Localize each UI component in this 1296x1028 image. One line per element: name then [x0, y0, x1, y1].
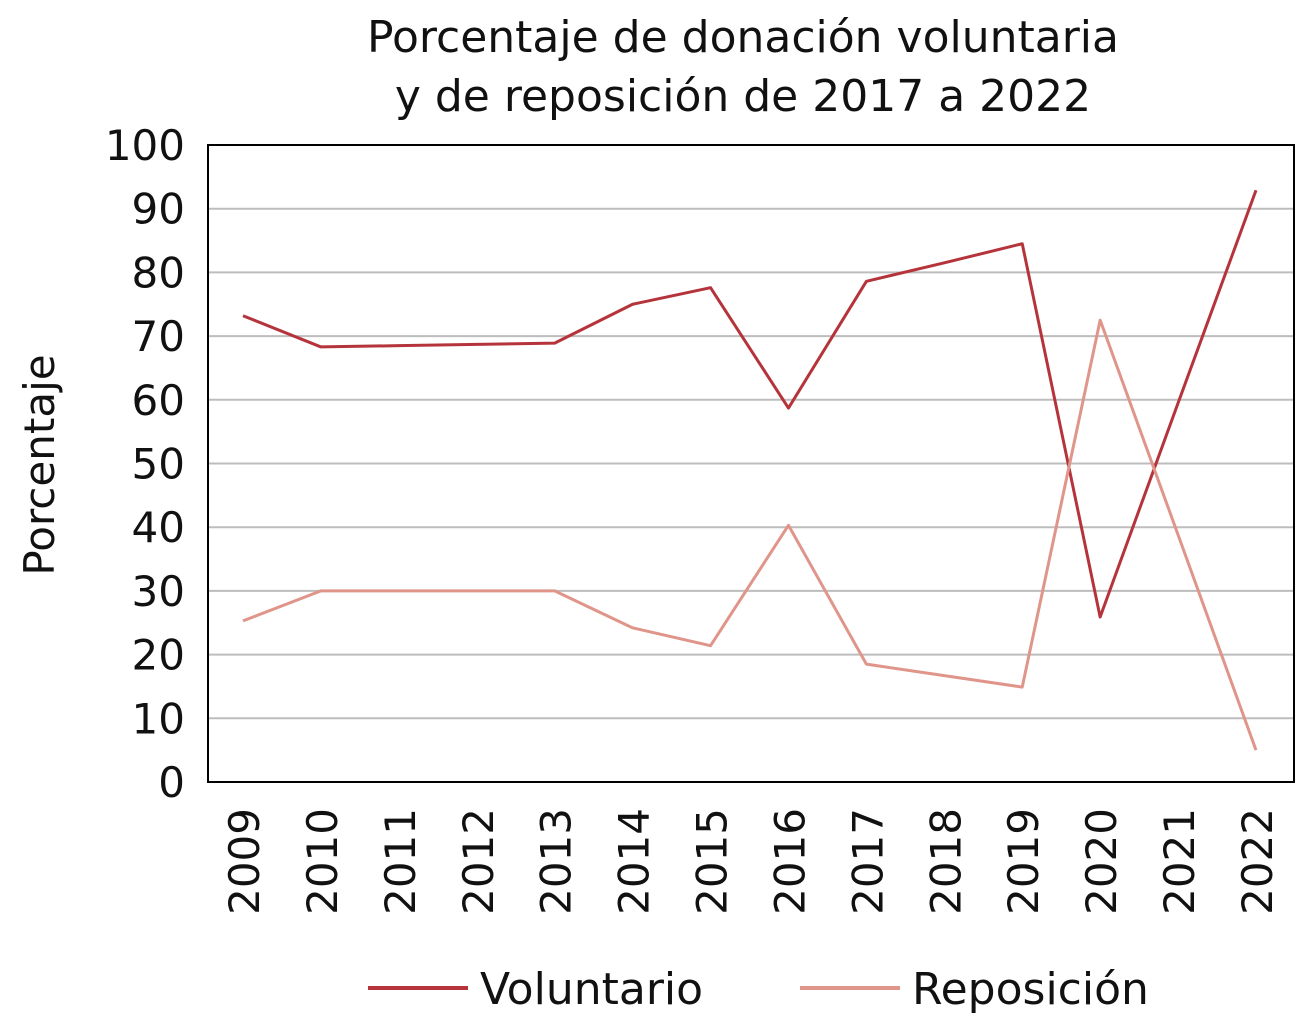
- x-tick-label: 2016: [765, 808, 814, 915]
- y-tick-label: 50: [132, 440, 185, 489]
- legend-label: Voluntario: [480, 964, 703, 1015]
- plot-area-border: [207, 144, 1295, 783]
- legend: Voluntario Reposición: [368, 964, 1149, 1015]
- y-tick-label: 70: [132, 312, 185, 361]
- x-tick-label: 2015: [688, 808, 737, 915]
- x-tick-label: 2017: [843, 808, 892, 915]
- x-tick-label: 2014: [610, 808, 659, 915]
- series-line-reposición: [242, 318, 1258, 751]
- chart-title-line-2: y de reposición de 2017 a 2022: [395, 71, 1091, 122]
- x-tick-label: 2021: [1155, 808, 1204, 915]
- y-tick-label: 80: [132, 248, 185, 297]
- y-tick-label: 20: [132, 631, 185, 680]
- y-tick-label: 90: [132, 185, 185, 234]
- x-tick-label: 2010: [298, 808, 347, 915]
- x-tick-label: 2012: [454, 808, 503, 915]
- y-tick-label: 0: [158, 758, 185, 807]
- chart-title-line-1: Porcentaje de donación voluntaria: [367, 12, 1119, 63]
- x-tick-label: 2019: [999, 808, 1048, 915]
- y-tick-label: 60: [132, 376, 185, 425]
- y-tick-label: 10: [132, 694, 185, 743]
- legend-label: Reposición: [912, 964, 1149, 1015]
- series-line-voluntario: [242, 189, 1258, 619]
- x-tick-label: 2013: [532, 808, 581, 915]
- y-tick-label: 30: [132, 567, 185, 616]
- x-tick-label: 2011: [376, 808, 425, 915]
- y-tick-label: 100: [105, 121, 185, 170]
- y-axis-label: Porcentaje: [15, 354, 64, 575]
- y-tick-label: 40: [132, 503, 185, 552]
- x-tick-label: 2009: [220, 808, 269, 915]
- x-tick-label: 2022: [1233, 808, 1282, 915]
- x-tick-label: 2020: [1077, 808, 1126, 915]
- x-tick-label: 2018: [921, 808, 970, 915]
